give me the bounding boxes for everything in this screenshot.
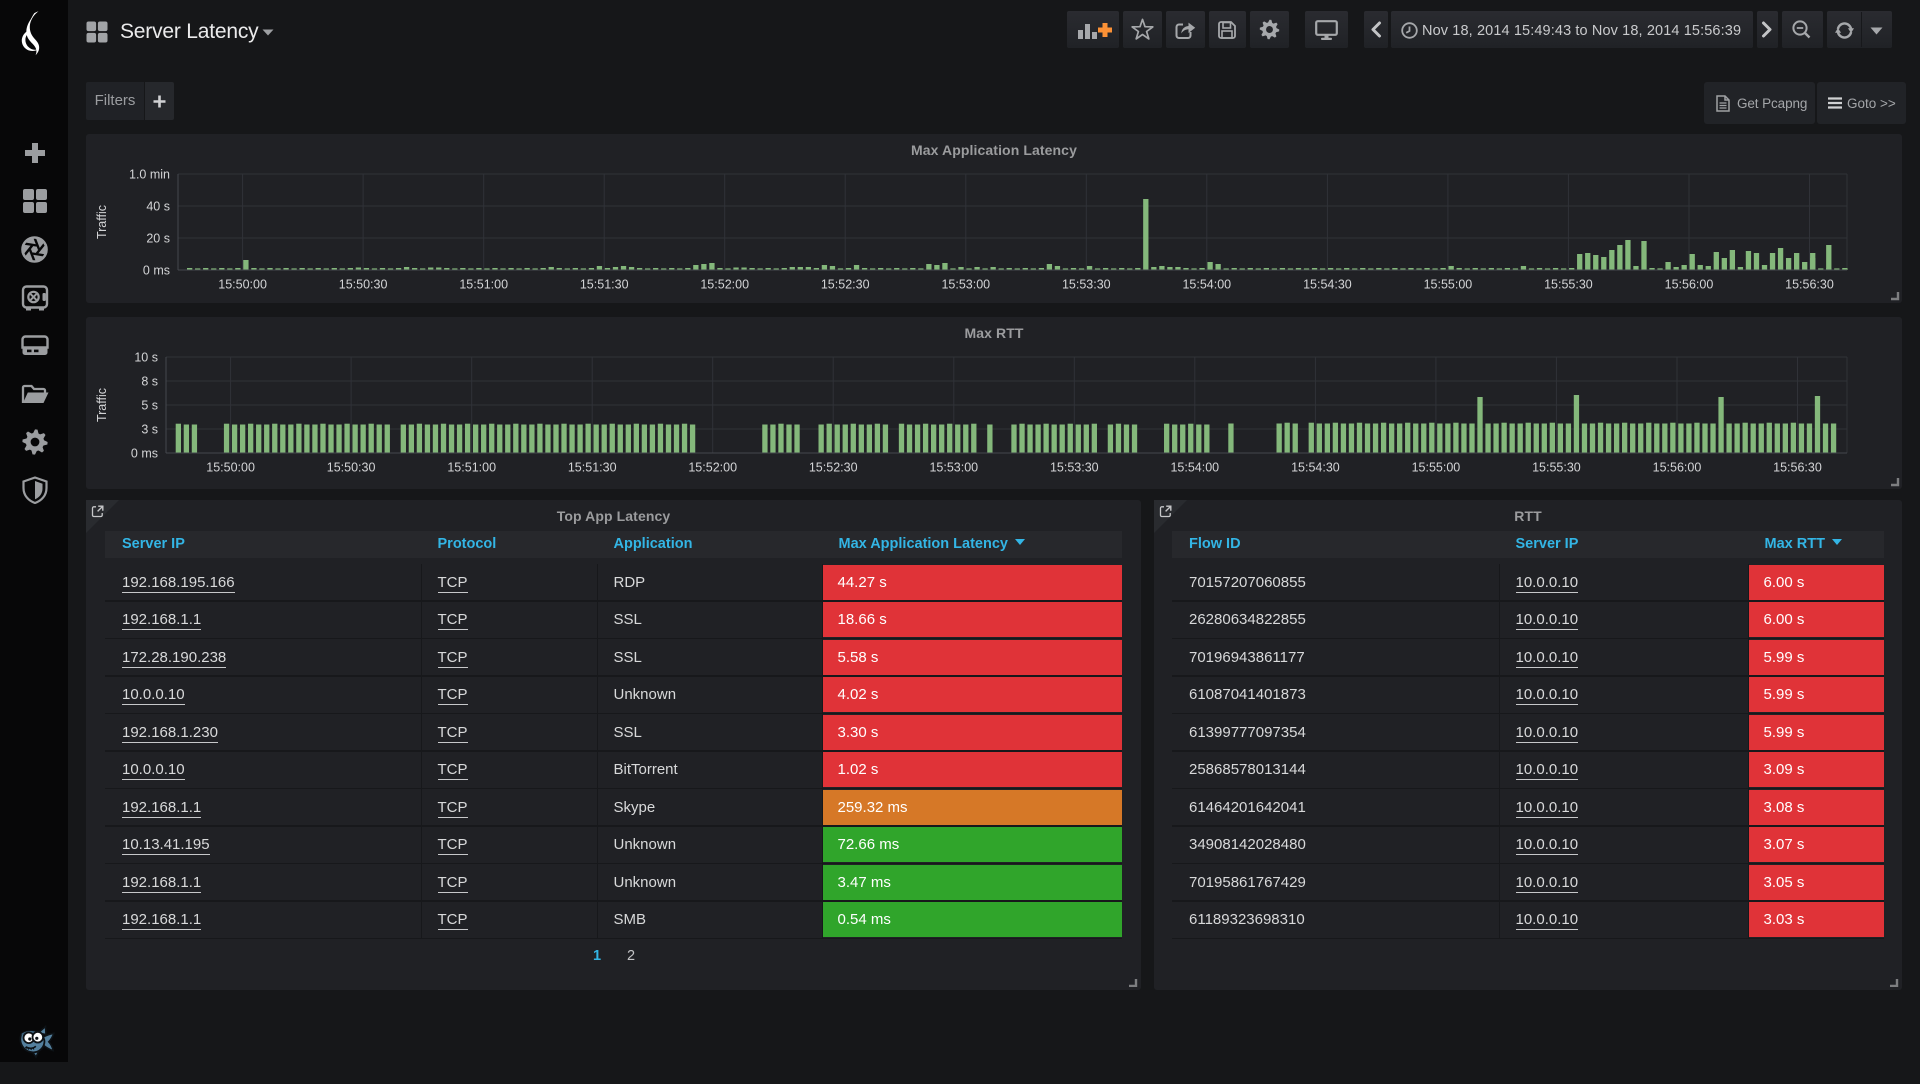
svg-text:15:51:00: 15:51:00 [459,278,508,292]
svg-text:Traffic: Traffic [95,388,109,422]
svg-text:15:54:30: 15:54:30 [1303,278,1352,292]
svg-text:15:53:00: 15:53:00 [941,278,990,292]
svg-text:15:51:30: 15:51:30 [580,278,629,292]
svg-text:15:53:00: 15:53:00 [929,461,978,475]
svg-text:15:50:00: 15:50:00 [218,278,267,292]
svg-text:15:55:30: 15:55:30 [1532,461,1581,475]
svg-text:15:53:30: 15:53:30 [1050,461,1099,475]
svg-text:Traffic: Traffic [95,205,109,239]
svg-text:15:54:30: 15:54:30 [1291,461,1340,475]
svg-text:0 ms: 0 ms [131,447,158,461]
svg-text:15:56:30: 15:56:30 [1785,278,1834,292]
svg-text:8 s: 8 s [141,375,158,389]
svg-text:40 s: 40 s [146,200,170,214]
svg-text:1.0 min: 1.0 min [129,168,170,182]
svg-text:15:50:30: 15:50:30 [327,461,376,475]
svg-text:15:52:00: 15:52:00 [688,461,737,475]
svg-text:15:52:30: 15:52:30 [809,461,858,475]
svg-text:20 s: 20 s [146,232,170,246]
svg-text:15:51:00: 15:51:00 [447,461,496,475]
svg-text:15:55:00: 15:55:00 [1412,461,1461,475]
svg-text:15:54:00: 15:54:00 [1170,461,1219,475]
svg-text:15:52:00: 15:52:00 [700,278,749,292]
svg-text:10 s: 10 s [134,351,158,365]
svg-text:15:50:30: 15:50:30 [339,278,388,292]
svg-text:15:56:00: 15:56:00 [1665,278,1714,292]
svg-text:15:52:30: 15:52:30 [821,278,870,292]
svg-text:0 ms: 0 ms [143,264,170,278]
svg-text:15:55:00: 15:55:00 [1424,278,1473,292]
svg-text:15:53:30: 15:53:30 [1062,278,1111,292]
svg-text:15:51:30: 15:51:30 [568,461,617,475]
svg-text:15:56:00: 15:56:00 [1653,461,1702,475]
svg-text:15:56:30: 15:56:30 [1773,461,1822,475]
svg-text:15:54:00: 15:54:00 [1182,278,1231,292]
svg-text:15:50:00: 15:50:00 [206,461,255,475]
svg-text:15:55:30: 15:55:30 [1544,278,1593,292]
svg-text:3 s: 3 s [141,423,158,437]
svg-text:5 s: 5 s [141,399,158,413]
